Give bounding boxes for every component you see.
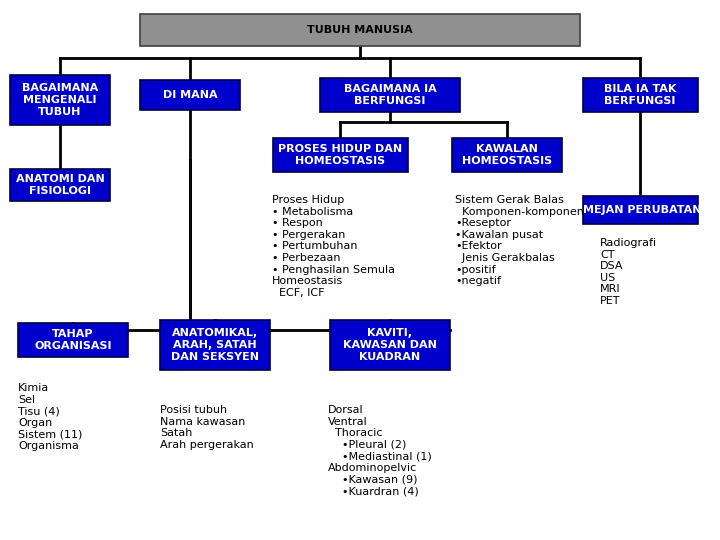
Text: ANATOMI DAN
FISIOLOGI: ANATOMI DAN FISIOLOGI bbox=[16, 174, 104, 196]
Text: Kimia
Sel
Tisu (4)
Organ
Sistem (11)
Organisma: Kimia Sel Tisu (4) Organ Sistem (11) Org… bbox=[18, 383, 82, 451]
FancyBboxPatch shape bbox=[140, 14, 580, 46]
Text: BAGAIMANA IA
BERFUNGSI: BAGAIMANA IA BERFUNGSI bbox=[343, 84, 436, 106]
Text: Posisi tubuh
Nama kawasan
Satah
Arah pergerakan: Posisi tubuh Nama kawasan Satah Arah per… bbox=[160, 405, 253, 450]
Text: TUBUH MANUSIA: TUBUH MANUSIA bbox=[307, 25, 413, 35]
Text: Proses Hidup
• Metabolisma
• Respon
• Pergerakan
• Pertumbuhan
• Perbezaan
• Pen: Proses Hidup • Metabolisma • Respon • Pe… bbox=[272, 195, 395, 298]
Text: Dorsal
Ventral
  Thoracic
    •Pleural (2)
    •Mediastinal (1)
Abdominopelvic
 : Dorsal Ventral Thoracic •Pleural (2) •Me… bbox=[328, 405, 432, 496]
Text: PROSES HIDUP DAN
HOMEOSTASIS: PROSES HIDUP DAN HOMEOSTASIS bbox=[278, 144, 402, 166]
Text: BILA IA TAK
BERFUNGSI: BILA IA TAK BERFUNGSI bbox=[604, 84, 676, 106]
FancyBboxPatch shape bbox=[18, 323, 128, 357]
FancyBboxPatch shape bbox=[140, 80, 240, 110]
Text: Sistem Gerak Balas
  Komponen-komponen
•Reseptor
•Kawalan pusat
•Efektor
  Jenis: Sistem Gerak Balas Komponen-komponen •Re… bbox=[455, 195, 584, 286]
FancyBboxPatch shape bbox=[330, 320, 450, 370]
Text: ANATOMIKAL,
ARAH, SATAH
DAN SEKSYEN: ANATOMIKAL, ARAH, SATAH DAN SEKSYEN bbox=[171, 328, 259, 362]
FancyBboxPatch shape bbox=[320, 78, 460, 112]
Text: DI MANA: DI MANA bbox=[163, 90, 217, 100]
Text: KAVITI,
KAWASAN DAN
KUADRAN: KAVITI, KAWASAN DAN KUADRAN bbox=[343, 328, 437, 362]
Text: TAHAP
ORGANISASI: TAHAP ORGANISASI bbox=[35, 329, 112, 351]
FancyBboxPatch shape bbox=[10, 75, 110, 125]
FancyBboxPatch shape bbox=[160, 320, 270, 370]
FancyBboxPatch shape bbox=[272, 138, 408, 172]
Text: IMEJAN PERUBATAN: IMEJAN PERUBATAN bbox=[579, 205, 701, 215]
FancyBboxPatch shape bbox=[582, 196, 698, 224]
Text: Radiografi
CT
DSA
US
MRI
PET: Radiografi CT DSA US MRI PET bbox=[600, 238, 657, 306]
FancyBboxPatch shape bbox=[452, 138, 562, 172]
FancyBboxPatch shape bbox=[10, 169, 110, 201]
Text: BAGAIMANA
MENGENALI
TUBUH: BAGAIMANA MENGENALI TUBUH bbox=[22, 83, 98, 117]
FancyBboxPatch shape bbox=[582, 78, 698, 112]
Text: KAWALAN
HOMEOSTASIS: KAWALAN HOMEOSTASIS bbox=[462, 144, 552, 166]
